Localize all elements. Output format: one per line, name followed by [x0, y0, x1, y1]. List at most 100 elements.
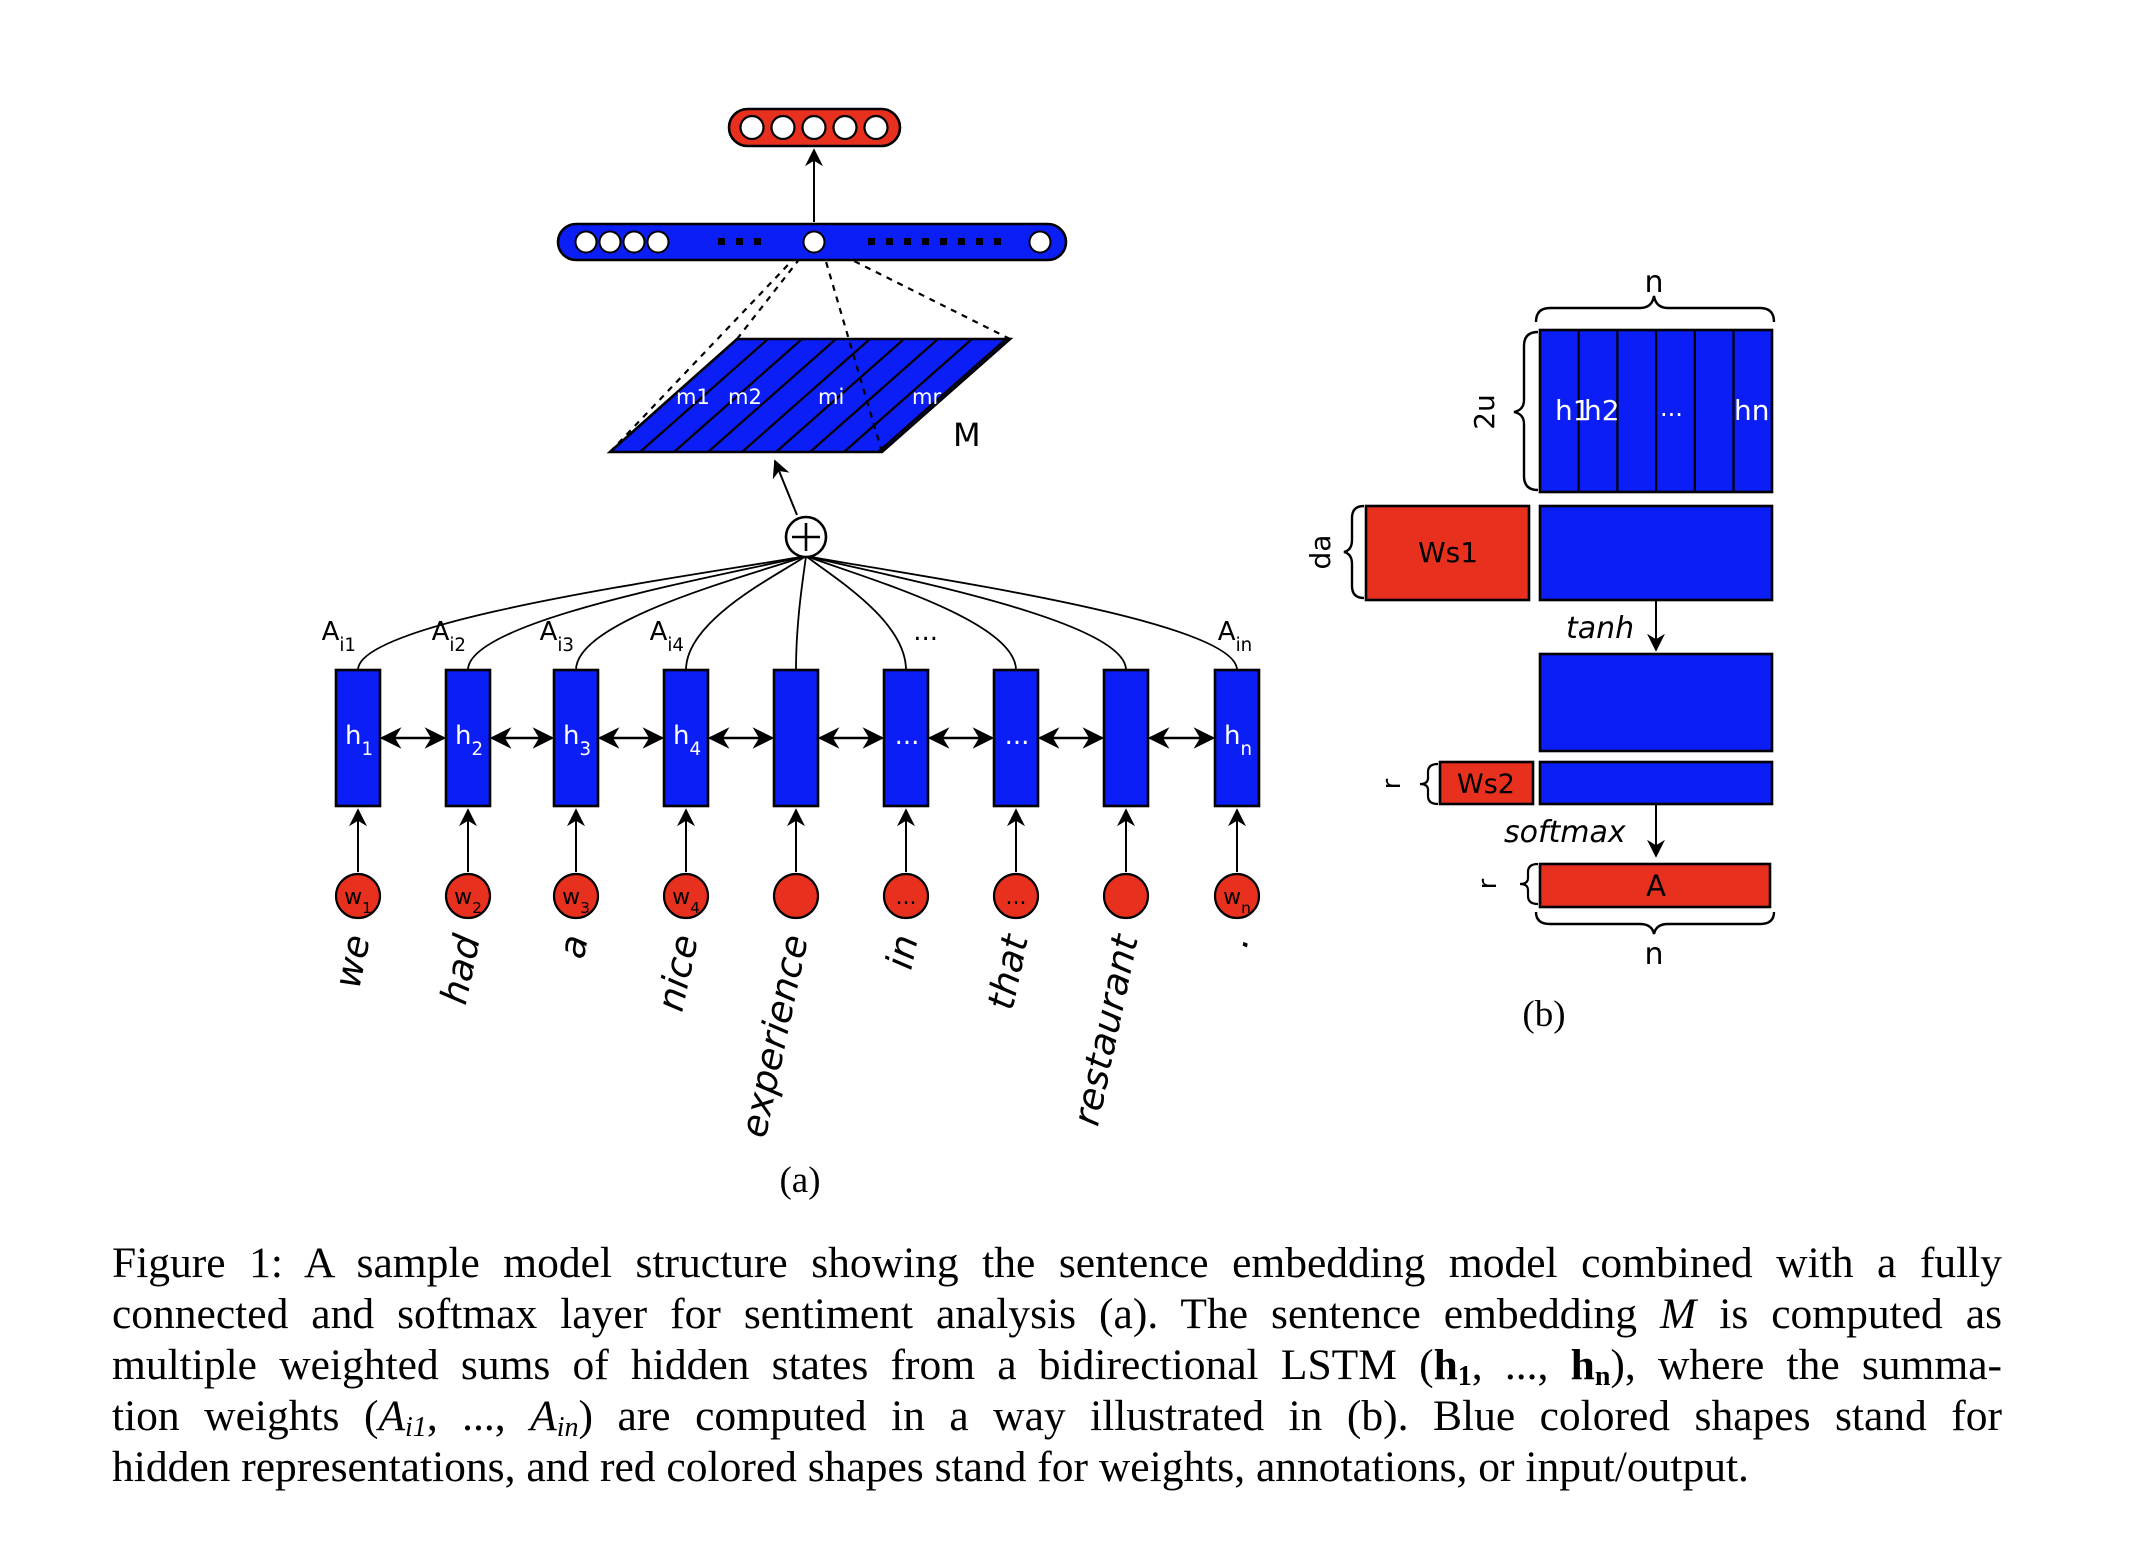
caption-math-sub: n — [1594, 1361, 1611, 1392]
input-word-node — [1102, 872, 1150, 920]
attention-weight-label: Ai1 — [322, 617, 356, 656]
input-word-node — [662, 872, 710, 920]
input-word: that — [979, 929, 1037, 1013]
hidden-state-label: ... — [1005, 721, 1030, 751]
output-node — [801, 114, 827, 141]
hidden-state-label: h4 — [673, 721, 701, 760]
embedding-matrix-label: M — [953, 416, 981, 454]
attention-connection-line — [805, 555, 1017, 671]
fc-ellipsis-dot — [940, 238, 947, 245]
fc-ellipsis-dot — [868, 238, 875, 245]
fc-node — [646, 230, 670, 254]
sentence-embedding-matrix: m1 m2 mi mr M — [606, 337, 1014, 454]
hidden-state-box — [334, 668, 382, 808]
embedding-row-label: mi — [818, 385, 844, 409]
matrix-row-stripe — [707, 338, 837, 453]
hidden-state-label: ... — [895, 721, 920, 751]
input-node-label: w1 — [344, 885, 372, 917]
attention-weight-label: Ai2 — [432, 617, 466, 656]
input-word-node — [1213, 872, 1261, 920]
caption-math-sub: 1 — [1457, 1361, 1472, 1392]
caption-line-4: tion weights (Ai1, ..., Ain) are compute… — [112, 1391, 2002, 1442]
input-node-label: ... — [896, 885, 917, 910]
dim-r-1: r — [1377, 778, 1407, 789]
panel-b-label: (b) — [1522, 994, 1565, 1035]
fc-node — [598, 230, 622, 254]
embedding-row-label: mr — [912, 385, 941, 409]
fc-ellipsis-dot — [754, 238, 761, 245]
caption-math-h: h — [1570, 1341, 1595, 1389]
input-word: in — [878, 931, 927, 973]
caption-text: connected and softmax layer for sentimen… — [112, 1290, 1638, 1338]
hidden-state-box — [882, 668, 930, 808]
hidden-state-box — [1213, 668, 1261, 808]
input-word-node — [882, 872, 930, 920]
attention-connection-line — [467, 555, 807, 671]
fc-ellipsis-dot — [922, 238, 929, 245]
dim-da: da — [1304, 535, 1337, 570]
attention-weight-label: Ai3 — [540, 617, 574, 656]
caption-text: multiple weighted sums of hidden states … — [112, 1341, 1434, 1389]
fc-ellipsis-dot — [718, 238, 725, 245]
caption-line-1: Figure 1: A sample model structure showi… — [112, 1239, 2002, 1287]
hidden-state-box — [552, 668, 600, 808]
output-node — [832, 114, 858, 141]
input-word: experience — [732, 931, 817, 1141]
dim-2u: 2u — [1468, 394, 1501, 430]
hidden-col-label: ... — [1660, 394, 1683, 422]
hidden-col-label: hn — [1734, 394, 1770, 427]
caption-line-3: multiple weighted sums of hidden states … — [112, 1340, 2002, 1391]
hidden-state-box — [444, 668, 492, 808]
fc-node — [622, 230, 646, 254]
input-word-node — [992, 872, 1040, 920]
input-node-label: ... — [1006, 885, 1027, 910]
input-word: . — [1213, 931, 1258, 951]
tanh-result — [1538, 652, 1774, 753]
matrix-row-stripe — [843, 338, 973, 453]
attention-weight-label: ... — [913, 617, 938, 647]
caption-text: , ..., — [426, 1392, 531, 1440]
caption-text: is computed as — [1719, 1290, 2002, 1338]
attention-connection-line — [805, 555, 1238, 671]
caption-math-a: A — [378, 1392, 406, 1440]
matrix-row-stripes — [639, 338, 1007, 453]
brace-r-1 — [1419, 762, 1439, 806]
caption-line-5: hidden representations, and red colored … — [112, 1443, 1749, 1491]
input-node-label: w3 — [562, 885, 590, 917]
softmax-output-layer — [727, 107, 902, 148]
output-node — [770, 114, 796, 141]
caption-text: tion weights ( — [112, 1392, 379, 1440]
input-word: nice — [649, 931, 707, 1015]
brace-top-n — [1534, 295, 1776, 323]
ws2-matrix — [1438, 760, 1535, 806]
hidden-state-box — [992, 668, 1040, 808]
fc-ellipsis-dot — [958, 238, 965, 245]
matrix-row-stripe — [639, 338, 769, 453]
tanh-label: tanh — [1566, 611, 1634, 646]
input-word-nodes: w1 w2 w3 w4...... wn — [334, 872, 1261, 920]
dim-n-top: n — [1644, 265, 1663, 300]
hidden-state-label: hn — [1224, 721, 1252, 760]
input-word: had — [432, 930, 489, 1008]
fc-ellipsis-dot — [736, 238, 743, 245]
attention-weight-label: Ai4 — [650, 617, 684, 656]
attention-connection-line — [805, 555, 1127, 671]
embedding-row-label: m1 — [676, 385, 710, 409]
attention-connection-line — [795, 555, 807, 671]
hidden-col-label: h2 — [1584, 394, 1620, 427]
caption-text: , ..., — [1471, 1341, 1571, 1389]
annotation-matrix-a — [1538, 862, 1772, 909]
matrix-row-stripe — [673, 338, 803, 453]
matrix-row-stripe — [741, 338, 871, 453]
hidden-state-label: h1 — [345, 721, 373, 760]
ws2-label: Ws2 — [1457, 769, 1515, 800]
attention-connection-line — [685, 555, 807, 671]
hidden-col-label: h1 — [1555, 394, 1591, 427]
sum-to-embedding-arrow — [772, 459, 798, 516]
caption-math-a: A — [530, 1392, 557, 1440]
annotation-matrix-label: A — [1646, 869, 1666, 903]
input-node-label: w4 — [672, 885, 700, 917]
matrix-row-stripe — [775, 338, 905, 453]
output-node — [863, 114, 889, 141]
